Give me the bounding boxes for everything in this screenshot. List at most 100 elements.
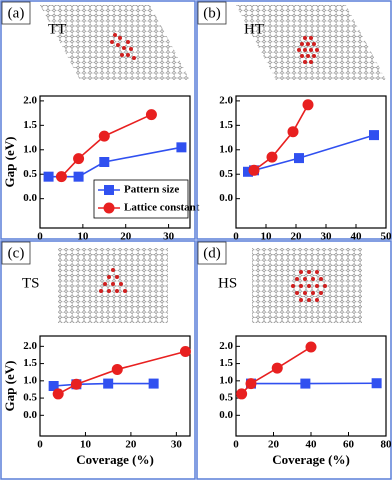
y-tick-label: 0.0	[219, 192, 233, 204]
legend-marker	[104, 185, 114, 195]
panel-label-box	[197, 241, 227, 265]
marker	[55, 171, 67, 183]
x-tick-label: 20	[291, 231, 303, 243]
marker	[48, 381, 59, 391]
y-tick-label: 0.0	[23, 192, 37, 204]
x-tick-label: 30	[321, 231, 333, 243]
y-tick-label: 2.0	[23, 340, 37, 352]
defect-atoms	[99, 33, 327, 302]
lattice	[236, 5, 386, 80]
x-tick-label: 10	[80, 439, 92, 451]
marker	[294, 153, 304, 164]
marker	[111, 363, 123, 375]
marker	[371, 378, 382, 389]
y-tick-label: 1.0	[219, 143, 233, 155]
x-tick-label: 20	[125, 439, 137, 451]
panel-border	[196, 240, 392, 480]
x-tick-label: 0	[37, 439, 43, 451]
panel-label: (c)	[8, 245, 25, 261]
panel-label-box	[1, 241, 31, 265]
x-tick-label: 80	[381, 439, 392, 451]
marker	[300, 378, 311, 389]
lattice-images	[40, 5, 386, 323]
y-tick-label: 1.5	[23, 119, 37, 131]
series-line	[57, 350, 186, 395]
y-tick-label: 1.5	[23, 357, 37, 369]
marker	[103, 378, 114, 389]
x-tick-label: 40	[306, 439, 318, 451]
marker	[145, 109, 157, 121]
marker	[271, 362, 283, 374]
panel-name: TT	[48, 21, 66, 37]
marker	[248, 164, 260, 176]
marker	[52, 388, 64, 400]
series-line	[253, 104, 309, 171]
y-axis-label: Gap (eV)	[2, 137, 17, 188]
y-axis-label: Gap (eV)	[2, 361, 17, 412]
y-tick-label: 2.0	[219, 94, 233, 106]
marker	[245, 378, 257, 390]
x-tick-label: 30	[163, 231, 175, 243]
panel-name: TS	[22, 275, 40, 291]
marker	[236, 388, 248, 400]
panel-border	[0, 0, 196, 240]
x-tick-label: 10	[77, 231, 89, 243]
x-axis-label: Coverage (%)	[272, 452, 350, 467]
marker	[302, 99, 314, 111]
lattice	[40, 5, 190, 80]
y-tick-label: 1.5	[219, 357, 233, 369]
legend-marker	[103, 202, 115, 214]
marker	[176, 142, 187, 153]
legend-label: Pattern size	[124, 184, 179, 196]
x-tick-label: 20	[268, 439, 280, 451]
marker	[98, 130, 110, 142]
y-tick-label: 0.5	[23, 392, 37, 404]
marker	[179, 346, 191, 358]
y-tick-label: 1.5	[219, 119, 233, 131]
panel-label: (d)	[203, 245, 221, 261]
marker	[43, 171, 54, 182]
marker	[73, 171, 84, 182]
plot-frame	[39, 335, 191, 437]
marker	[148, 378, 159, 389]
x-tick-label: 20	[120, 231, 132, 243]
marker	[243, 166, 253, 177]
marker	[73, 153, 85, 165]
marker	[70, 378, 82, 390]
x-tick-label: 0	[233, 231, 239, 243]
y-tick-label: 2.0	[23, 94, 37, 106]
series-line	[241, 346, 312, 395]
y-tick-label: 1.0	[219, 374, 233, 386]
plot-frame	[235, 335, 387, 437]
lattice	[252, 248, 362, 323]
x-tick-label: 60	[343, 439, 355, 451]
y-tick-label: 2.0	[219, 340, 233, 352]
x-tick-label: 40	[351, 231, 363, 243]
x-tick-label: 10	[261, 231, 273, 243]
marker	[287, 126, 299, 138]
x-tick-label: 0	[233, 439, 239, 451]
panel-label-box	[197, 1, 227, 25]
y-tick-label: 1.0	[23, 374, 37, 386]
panel-label: (a)	[8, 5, 25, 21]
marker	[305, 341, 317, 353]
x-tick-label: 0	[37, 231, 43, 243]
y-tick-label: 0.5	[219, 392, 233, 404]
series-line	[53, 382, 154, 387]
marker	[266, 151, 278, 163]
y-tick-label: 0.5	[219, 168, 233, 180]
marker	[369, 130, 379, 141]
x-axis-label: Coverage (%)	[76, 452, 154, 467]
y-tick-label: 0.5	[23, 168, 37, 180]
plot-frame	[235, 95, 387, 229]
panel-name: HT	[244, 21, 264, 37]
panel-border	[196, 0, 392, 240]
marker	[99, 157, 110, 167]
y-tick-label: 1.0	[23, 143, 37, 155]
series-line	[60, 113, 152, 178]
x-tick-label: 30	[171, 439, 183, 451]
legend-label: Lattice constant	[124, 202, 200, 214]
panel-label: (b)	[203, 5, 221, 21]
panel-border	[0, 240, 196, 480]
